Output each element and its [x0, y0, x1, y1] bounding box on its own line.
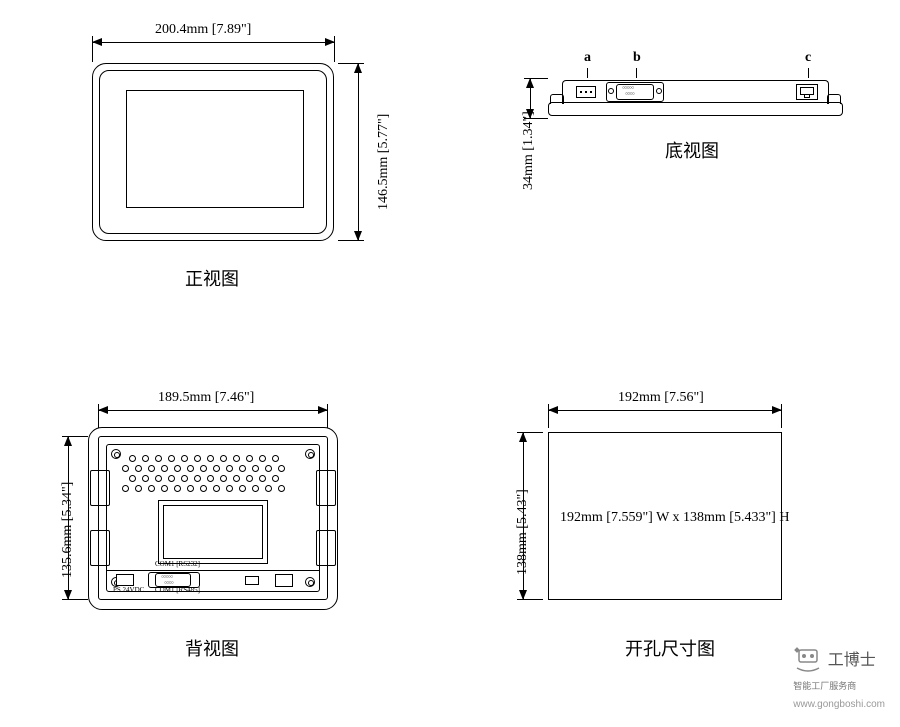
- arrow: [548, 406, 558, 414]
- bottom-view-label: 底视图: [665, 137, 719, 163]
- cutout-view-label: 开孔尺寸图: [625, 635, 715, 661]
- ext: [334, 36, 335, 62]
- watermark-url: www.gongboshi.com: [793, 699, 885, 710]
- rear-com1-label: COM1 [RS232]: [155, 560, 200, 568]
- rear-port-small-1: [245, 576, 259, 585]
- bracket: [316, 470, 336, 506]
- front-view-label: 正视图: [185, 265, 239, 291]
- front-width-dim: 200.4mm [7.89"]: [155, 22, 251, 38]
- arrow: [519, 432, 527, 442]
- cutout-width-dim: 192mm [7.56"]: [618, 390, 704, 406]
- front-screen: [126, 90, 304, 208]
- port-c: [796, 84, 818, 100]
- rear-db9: [155, 573, 191, 587]
- arrow: [354, 63, 362, 73]
- arrow: [64, 436, 72, 446]
- rear-power-label: PS 24VDC: [113, 586, 144, 594]
- cutout-width-dim-line: [548, 410, 782, 411]
- ext: [62, 436, 88, 437]
- bracket: [316, 530, 336, 566]
- ext: [517, 599, 543, 600]
- vent-row-4: [119, 480, 288, 498]
- lead: [587, 68, 588, 78]
- watermark-brand: 工博士: [828, 652, 876, 669]
- port-a: [576, 86, 596, 98]
- ext: [98, 404, 99, 428]
- bracket: [90, 530, 110, 566]
- ext: [338, 63, 364, 64]
- rear-power-port: [116, 574, 134, 586]
- lead: [808, 68, 809, 78]
- port-c-label: c: [805, 50, 811, 66]
- rear-width-dim: 189.5mm [7.46"]: [158, 390, 254, 406]
- arrow: [92, 38, 102, 46]
- rear-port-shelf: [106, 570, 320, 571]
- front-height-dim: 146.5mm [5.77"]: [376, 114, 392, 210]
- port-a-label: a: [584, 50, 591, 66]
- rear-width-dim-line: [98, 410, 328, 411]
- rear-port-small-2: [275, 574, 293, 587]
- front-height-dim-line: [358, 63, 359, 241]
- ext: [327, 404, 328, 428]
- rear-center-inner: [163, 505, 263, 559]
- rear-height-dim: 135.6mm [5.34"]: [60, 482, 76, 578]
- arrow: [526, 78, 534, 88]
- hole: [305, 577, 315, 587]
- cutout-inner-text: 192mm [7.559"] W x 138mm [5.433"] H: [560, 510, 789, 526]
- ext: [92, 36, 93, 62]
- rear-com1b-label: COM1 [RS485]: [155, 586, 200, 594]
- arrow: [98, 406, 108, 414]
- watermark-tagline: 智能工厂服务商: [793, 681, 856, 691]
- lead: [636, 68, 637, 78]
- bracket: [90, 470, 110, 506]
- ext: [781, 404, 782, 428]
- robot-icon: [793, 646, 823, 676]
- bottom-device-profile: [548, 80, 843, 116]
- ext: [524, 78, 548, 79]
- port-b-label: b: [633, 50, 641, 66]
- ext: [517, 432, 543, 433]
- rear-view-label: 背视图: [185, 635, 239, 661]
- front-width-dim-line: [92, 42, 335, 43]
- cutout-height-dim: 138mm [5.43"]: [515, 489, 531, 575]
- port-b: [616, 84, 654, 100]
- bottom-height-dim: 34mm [1.34"]: [521, 111, 537, 190]
- hole: [111, 449, 121, 459]
- ext: [338, 240, 364, 241]
- ext: [62, 599, 88, 600]
- ext: [548, 404, 549, 428]
- watermark: 工博士 智能工厂服务商 www.gongboshi.com: [793, 646, 885, 712]
- hole: [305, 449, 315, 459]
